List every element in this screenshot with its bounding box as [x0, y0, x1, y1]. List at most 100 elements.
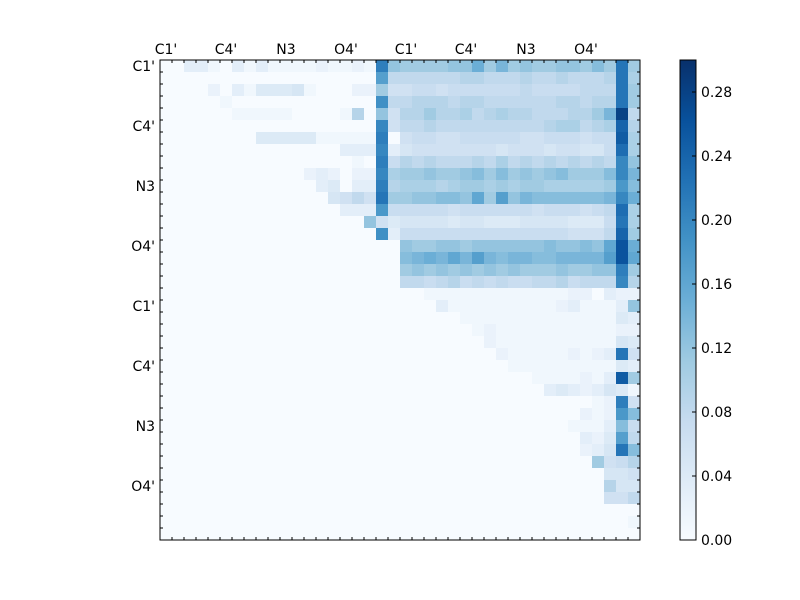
heatmap-cell [460, 252, 473, 265]
heatmap-cell [532, 420, 545, 433]
heatmap-cell [388, 408, 401, 421]
heatmap-cell [184, 420, 197, 433]
heatmap-cell [184, 492, 197, 505]
heatmap-cell [268, 516, 281, 529]
heatmap-cell [244, 96, 257, 109]
heatmap-cell [340, 516, 353, 529]
heatmap-cell [196, 156, 209, 169]
heatmap-cell [556, 180, 569, 193]
heatmap-cell [436, 96, 449, 109]
heatmap-cell [280, 240, 293, 253]
heatmap-cell [424, 300, 437, 313]
heatmap-cell [160, 444, 173, 457]
heatmap-cell [244, 84, 257, 97]
heatmap-cell [292, 288, 305, 301]
heatmap-cell [436, 132, 449, 145]
heatmap-cell [592, 216, 605, 229]
heatmap-cell [304, 420, 317, 433]
heatmap-cell [244, 264, 257, 277]
heatmap-cell [532, 276, 545, 289]
heatmap-cell [412, 168, 425, 181]
heatmap-cell [604, 360, 617, 373]
heatmap-cell [328, 336, 341, 349]
heatmap-cell [544, 372, 557, 385]
heatmap-cell [460, 120, 473, 133]
heatmap-cell [568, 96, 581, 109]
heatmap-cell [316, 108, 329, 121]
heatmap-cell [616, 528, 629, 541]
heatmap-cell [496, 108, 509, 121]
heatmap-cell [460, 60, 473, 73]
heatmap-cell [160, 216, 173, 229]
heatmap-cell [280, 300, 293, 313]
heatmap-cell [556, 300, 569, 313]
heatmap-cell [460, 168, 473, 181]
heatmap-cell [580, 60, 593, 73]
heatmap-cell [328, 108, 341, 121]
heatmap-cell [520, 84, 533, 97]
heatmap-cell [436, 108, 449, 121]
heatmap-cell [520, 384, 533, 397]
heatmap-cell [316, 324, 329, 337]
heatmap-cell [400, 516, 413, 529]
heatmap-cell [616, 264, 629, 277]
heatmap-cell [376, 180, 389, 193]
heatmap-cell [208, 168, 221, 181]
heatmap-cell [472, 336, 485, 349]
heatmap-cell [172, 312, 185, 325]
heatmap-cell [496, 372, 509, 385]
heatmap-cell [316, 252, 329, 265]
heatmap-cell [628, 156, 641, 169]
heatmap-cell [364, 84, 377, 97]
heatmap-cell [244, 132, 257, 145]
heatmap-cell [424, 312, 437, 325]
heatmap-cell [484, 252, 497, 265]
heatmap-cell [220, 96, 233, 109]
heatmap-cell [484, 432, 497, 445]
heatmap-cell [172, 180, 185, 193]
heatmap-cell [184, 240, 197, 253]
heatmap-cell [280, 108, 293, 121]
heatmap-cell [292, 276, 305, 289]
heatmap-cell [328, 240, 341, 253]
heatmap-cell [232, 192, 245, 205]
heatmap-cell [388, 228, 401, 241]
heatmap-cell [340, 420, 353, 433]
heatmap-cell [628, 288, 641, 301]
heatmap-cell [376, 276, 389, 289]
heatmap-cell [244, 252, 257, 265]
heatmap-cell [364, 72, 377, 85]
heatmap-cell [580, 348, 593, 361]
heatmap-cell [424, 156, 437, 169]
heatmap-cell [352, 216, 365, 229]
heatmap-cell [580, 336, 593, 349]
heatmap-cell [268, 432, 281, 445]
heatmap-cell [616, 372, 629, 385]
heatmap-cell [352, 408, 365, 421]
heatmap-cell [412, 444, 425, 457]
heatmap-cell [220, 360, 233, 373]
heatmap-cell [448, 252, 461, 265]
heatmap-cell [352, 180, 365, 193]
heatmap-cell [448, 192, 461, 205]
heatmap-cell [328, 456, 341, 469]
heatmap-cell [388, 360, 401, 373]
heatmap-cell [292, 336, 305, 349]
heatmap-cell [340, 216, 353, 229]
heatmap-cell [592, 144, 605, 157]
heatmap-cell [196, 336, 209, 349]
heatmap-cell [604, 516, 617, 529]
heatmap-cell [436, 372, 449, 385]
heatmap-cell [400, 72, 413, 85]
heatmap-cell [472, 324, 485, 337]
heatmap-cell [172, 204, 185, 217]
heatmap-cell [532, 84, 545, 97]
heatmap-cell [484, 348, 497, 361]
heatmap-cell [280, 492, 293, 505]
heatmap-cell [628, 372, 641, 385]
heatmap-cell [412, 372, 425, 385]
heatmap-cell [616, 144, 629, 157]
heatmap-cell [436, 360, 449, 373]
heatmap-cell [340, 252, 353, 265]
heatmap-cell [508, 156, 521, 169]
